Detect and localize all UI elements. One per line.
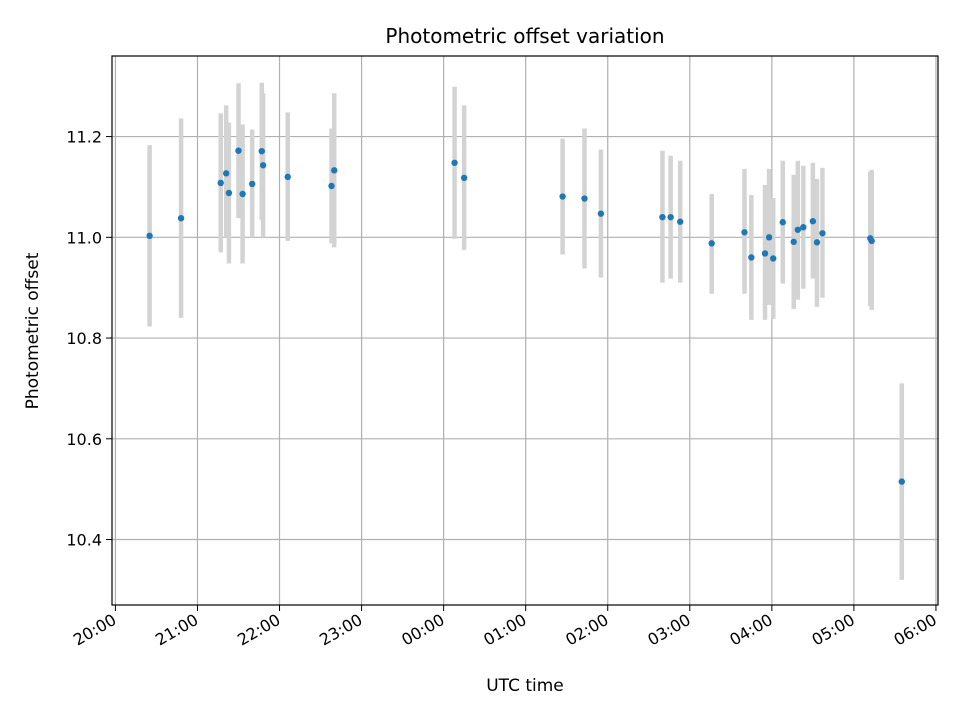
data-point bbox=[284, 173, 291, 181]
grid bbox=[112, 56, 938, 605]
data-point bbox=[898, 478, 905, 485]
chart-title: Photometric offset variation bbox=[385, 24, 664, 48]
data-point bbox=[770, 255, 777, 262]
data-point bbox=[868, 237, 875, 245]
y-tick-label: 10.6 bbox=[66, 430, 102, 449]
data-point bbox=[460, 174, 468, 182]
data-point bbox=[217, 179, 224, 187]
data-point bbox=[331, 167, 338, 174]
data-point bbox=[779, 219, 786, 226]
data-point bbox=[794, 226, 802, 233]
data-point bbox=[708, 240, 715, 247]
data-point bbox=[146, 232, 153, 240]
data-point bbox=[667, 213, 674, 221]
data-point bbox=[809, 218, 817, 225]
y-tick-label: 10.8 bbox=[66, 329, 102, 348]
data-point bbox=[222, 170, 230, 177]
data-point bbox=[328, 182, 335, 190]
data-point bbox=[765, 234, 773, 241]
data-point bbox=[177, 214, 185, 222]
data-point bbox=[559, 193, 566, 200]
data-point bbox=[259, 162, 267, 169]
data-points bbox=[146, 147, 905, 485]
data-point bbox=[741, 229, 748, 236]
y-axis-label: Photometric offset bbox=[23, 252, 43, 409]
data-point bbox=[235, 147, 242, 154]
data-point bbox=[813, 239, 821, 246]
data-point bbox=[597, 210, 605, 217]
data-point bbox=[659, 213, 666, 221]
data-point bbox=[258, 147, 265, 155]
data-point bbox=[800, 224, 807, 231]
y-tick-label: 10.4 bbox=[66, 531, 102, 550]
data-point bbox=[748, 254, 755, 261]
data-point bbox=[761, 250, 769, 257]
x-axis-label: UTC time bbox=[486, 676, 564, 696]
y-axis: 10.4 10.6 10.8 11.0 11.2 bbox=[66, 128, 112, 550]
plot-frame bbox=[111, 55, 939, 606]
data-point bbox=[677, 218, 684, 225]
data-point bbox=[225, 189, 233, 197]
data-point bbox=[248, 180, 256, 188]
data-point bbox=[451, 159, 458, 166]
data-point bbox=[790, 238, 797, 246]
data-point bbox=[239, 190, 246, 198]
y-tick-label: 11.0 bbox=[66, 228, 102, 247]
data-point bbox=[581, 195, 588, 202]
data-point bbox=[819, 230, 826, 237]
y-tick-label: 11.2 bbox=[66, 128, 102, 147]
plot-area bbox=[112, 56, 938, 605]
